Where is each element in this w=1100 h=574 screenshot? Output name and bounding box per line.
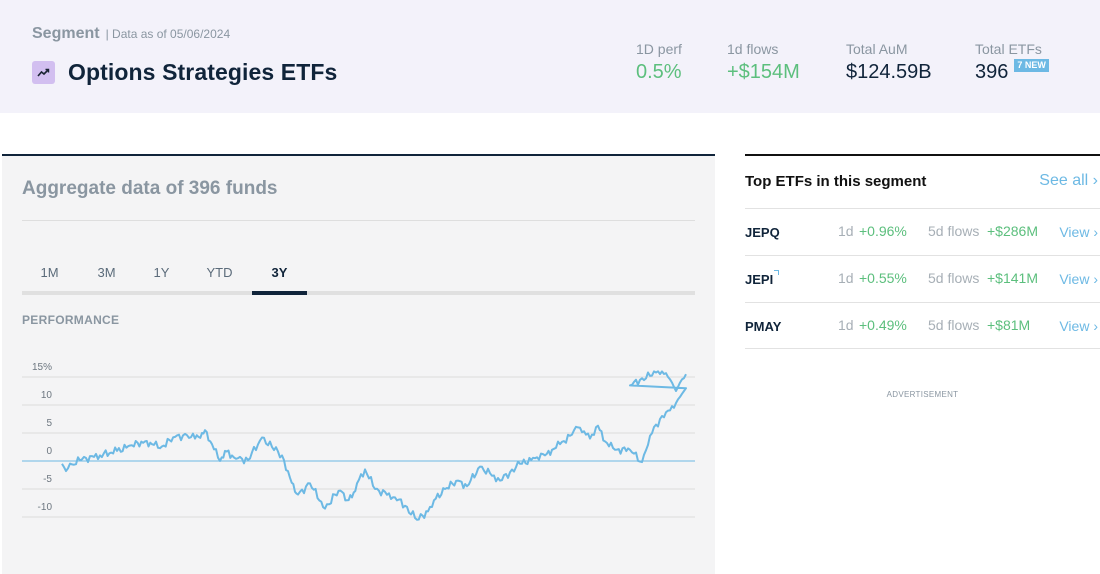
etf-ticker[interactable]: PMAY — [745, 319, 781, 334]
performance-line[interactable] — [61, 370, 687, 521]
y-tick-label: 10 — [41, 390, 53, 401]
see-all-link[interactable]: See all › — [1039, 172, 1098, 189]
stat-label: Total ETFs — [975, 41, 1042, 57]
stat-1d-flows: 1d flows +$154M — [727, 41, 800, 84]
stat-total-etfs: Total ETFs 396 7 NEW — [975, 41, 1049, 84]
ticker-text: JEPQ — [745, 225, 780, 240]
ticker-text: PMAY — [745, 319, 782, 334]
y-tick-label: 0 — [46, 446, 52, 457]
aggregate-card: Aggregate data of 396 funds 1M 3M 1Y YTD… — [2, 154, 715, 574]
ticker-text: JEPI — [745, 272, 774, 287]
active-tab-indicator — [252, 291, 307, 295]
trending-up-icon — [32, 61, 55, 84]
etf-flow-value: +$286M — [987, 223, 1038, 239]
segment-line: Segment | Data as of 05/06/2024 — [32, 25, 230, 43]
tab-3m[interactable]: 3M — [97, 265, 116, 280]
stat-label: Total AuM — [846, 41, 908, 57]
etf-1d-label: 1d — [838, 270, 854, 286]
view-link[interactable]: View › — [1059, 271, 1098, 287]
stat-label: 1d flows — [727, 41, 779, 57]
etf-1d-label: 1d — [838, 223, 854, 239]
etf-1d-label: 1d — [838, 317, 854, 333]
advertisement-label: ADVERTISEMENT — [886, 390, 959, 399]
page-title: Options Strategies ETFs — [68, 59, 338, 85]
y-tick-label: 15% — [32, 362, 52, 373]
title-row: Options Strategies ETFs — [32, 59, 337, 86]
divider — [745, 348, 1100, 349]
stat-total-aum: Total AuM $124.59B — [846, 41, 932, 84]
stat-label: 1D perf — [636, 41, 682, 57]
etf-flow-value: +$81M — [987, 317, 1031, 333]
etf-flow-value: +$141M — [987, 270, 1038, 286]
segment-label: Segment — [32, 25, 100, 42]
etf-flow-label: 5d flows — [928, 270, 980, 286]
aggregate-title: Aggregate data of 396 funds — [22, 178, 278, 199]
tab-ytd[interactable]: YTD — [206, 265, 233, 280]
divider — [745, 154, 1100, 156]
new-badge: 7 NEW — [1014, 59, 1049, 72]
tab-1y[interactable]: 1Y — [153, 265, 170, 280]
y-tick-label: -5 — [43, 474, 52, 485]
stat-value-row: 396 7 NEW — [975, 59, 1049, 84]
etf-1d-value: +0.96% — [859, 223, 907, 239]
divider — [745, 208, 1100, 209]
etf-row-pmay: PMAY 1d +0.49% 5d flows +$81M View › — [745, 303, 1100, 349]
divider — [745, 302, 1100, 303]
etf-flow-label: 5d flows — [928, 223, 980, 239]
performance-label: PERFORMANCE — [22, 313, 120, 327]
etf-ticker[interactable]: JEPI — [745, 270, 780, 287]
etf-row-jepq: JEPQ 1d +0.96% 5d flows +$286M View › — [745, 209, 1100, 255]
period-tabs: 1M 3M 1Y YTD 3Y — [22, 264, 695, 295]
etf-row-jepi: JEPI 1d +0.55% 5d flows +$141M View › — [745, 256, 1100, 302]
tab-1m[interactable]: 1M — [40, 265, 59, 280]
etf-ticker[interactable]: JEPQ — [745, 225, 780, 240]
tab-track — [22, 291, 695, 295]
data-as-of: | Data as of 05/06/2024 — [105, 27, 231, 41]
segment-header: Segment | Data as of 05/06/2024 Options … — [0, 0, 1100, 113]
y-tick-label: 5 — [46, 418, 52, 429]
y-tick-label: -10 — [38, 502, 53, 513]
etf-1d-value: +0.49% — [859, 317, 907, 333]
stat-value: 0.5% — [636, 61, 682, 83]
stat-1d-perf: 1D perf 0.5% — [636, 41, 682, 84]
performance-chart[interactable]: 15% 10 5 0 -5 -10 — [2, 156, 715, 574]
view-link[interactable]: View › — [1059, 318, 1098, 334]
top-etfs-title: Top ETFs in this segment — [745, 173, 927, 190]
stat-value: +$154M — [727, 61, 800, 83]
etf-1d-value: +0.55% — [859, 270, 907, 286]
stat-value: $124.59B — [846, 61, 932, 83]
divider — [22, 220, 695, 221]
tab-3y[interactable]: 3Y — [271, 265, 288, 280]
view-link[interactable]: View › — [1059, 224, 1098, 240]
etf-flow-label: 5d flows — [928, 317, 980, 333]
external-link-icon — [774, 270, 780, 275]
divider — [745, 255, 1100, 256]
stat-value: 396 — [975, 61, 1009, 83]
